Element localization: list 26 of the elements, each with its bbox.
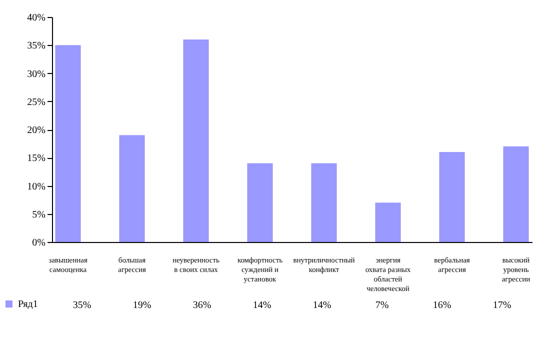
bar	[247, 163, 273, 242]
data-label: 14%	[312, 300, 332, 311]
data-label: 19%	[132, 300, 152, 311]
data-label: 17%	[492, 300, 512, 311]
bar	[311, 163, 337, 242]
legend-label: Ряд1	[18, 299, 38, 310]
y-tick-label: 20%	[27, 125, 46, 136]
y-tick-label: 25%	[27, 96, 46, 108]
data-label: 35%	[72, 300, 92, 311]
y-tick-label: 5%	[32, 209, 46, 220]
data-label: 7%	[375, 300, 389, 311]
bar	[119, 135, 145, 242]
bar	[183, 40, 209, 242]
data-label: 36%	[192, 300, 212, 311]
y-tick-label: 10%	[27, 181, 46, 192]
y-tick-label: 40%	[27, 12, 46, 24]
y-tick-label: 30%	[27, 68, 46, 80]
bar	[375, 202, 401, 242]
bar	[439, 152, 465, 242]
y-tick-label: 35%	[27, 40, 46, 52]
bar	[503, 146, 529, 242]
bar	[55, 45, 81, 242]
data-label: 16%	[432, 300, 452, 311]
y-tick-label: 15%	[27, 153, 46, 164]
data-label: 14%	[252, 300, 272, 311]
y-tick-label: 0%	[32, 238, 46, 248]
